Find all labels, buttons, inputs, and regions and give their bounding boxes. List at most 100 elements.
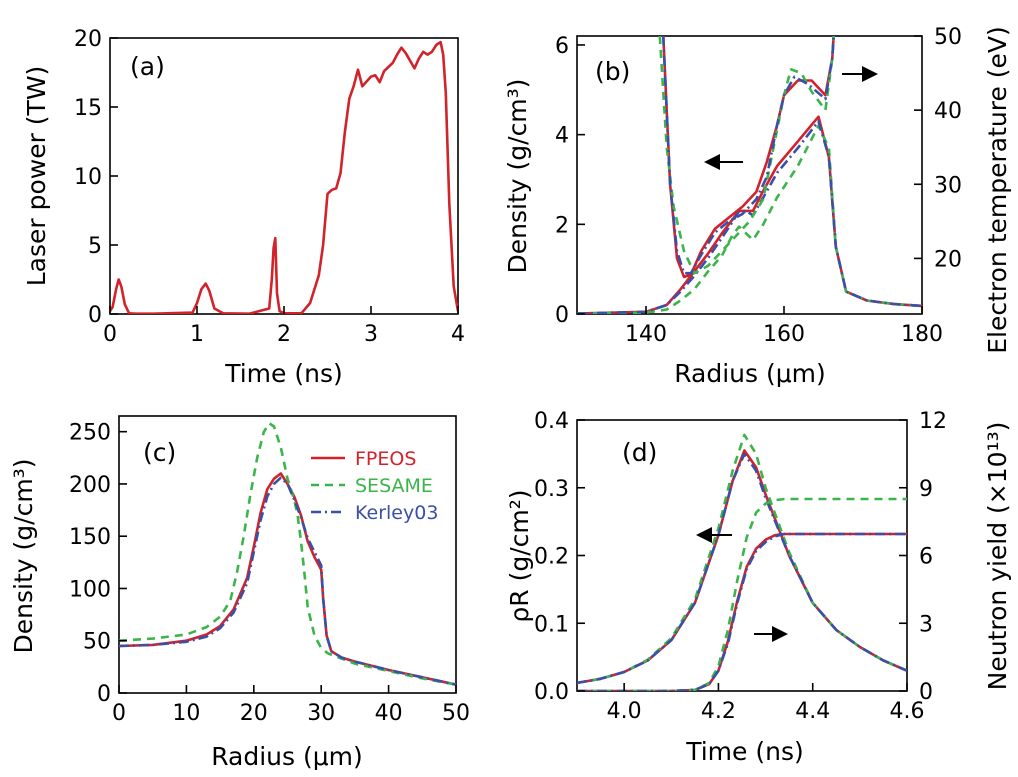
panel-d-series-fpeos-r: [577, 449, 907, 685]
panel-b-frame: [576, 35, 923, 315]
panel-c-legend: FPEOS SESAME Kerley03: [311, 448, 438, 524]
panel-b-y2-tick-label: 50: [934, 25, 962, 50]
panel-b-y-tick-label: 2: [555, 213, 569, 238]
legend-label-kerley03: Kerley03: [355, 502, 438, 524]
panel-d-y-tick-label: 0.3: [534, 477, 569, 502]
panel-d-y2-tick-label: 3: [919, 612, 933, 637]
panel-d-y2-tick-label: 12: [919, 409, 947, 434]
panel-b-y-tick-label: 0: [555, 303, 569, 328]
panel-d-y2-tick-label: 0: [919, 680, 933, 705]
panel-a-y-tick-label: 20: [74, 27, 102, 52]
panel-d-x-tick-label: 4.0: [607, 699, 642, 724]
panel-a-y-tick-label: 10: [74, 165, 102, 190]
panel-d-series-fpeos-neutron-yield: [577, 532, 907, 691]
panel-c-x-tick-label: 0: [112, 701, 126, 726]
panel-c-y-tick-label: 150: [69, 525, 111, 550]
panel-b-series-sesame-density: [577, 124, 922, 314]
panel-c-y-tick-label: 50: [83, 630, 111, 655]
panel-b-y2-axis-title: Electron temperature (eV): [983, 26, 1012, 354]
panel-c-y-tick-label: 200: [69, 473, 111, 498]
panel-b-left-arrow: [704, 154, 743, 170]
panel-a-x-tick-label: 4: [451, 322, 465, 347]
panel-b-series-kerley03-temperature: [662, 36, 835, 275]
panel-c-y-axis-title: Density (g/cm³): [9, 459, 38, 654]
panel-d-y2-tick-label: 9: [919, 477, 933, 502]
panel-c-x-tick-label: 20: [240, 701, 268, 726]
panel-c-y-tick-label: 100: [69, 577, 111, 602]
panel-d-y-axis-title: ρR (g/cm²): [505, 489, 534, 622]
panel-d-series-kerley03-r: [577, 452, 907, 685]
panel-a-y-tick-label: 0: [88, 303, 102, 328]
panel-c-x-axis-title: Radius (μm): [211, 742, 363, 771]
panel-b-x-tick-label: 140: [625, 322, 667, 347]
panel-d-y-tick-label: 0.1: [534, 612, 569, 637]
panel-b-series-sesame-temperature: [658, 36, 835, 275]
panel-a-x-tick-label: 1: [190, 322, 204, 347]
panel-a-x-axis-title: Time (ns): [224, 359, 343, 388]
panel-d-y2-tick-label: 6: [919, 545, 933, 570]
panel-d-x-tick-label: 4.6: [890, 699, 925, 724]
panel-a-y-tick-label: 15: [74, 96, 102, 121]
panel-b-y-ticks: 0 2 4 6: [555, 34, 585, 328]
panel-b-y2-tick-label: 40: [934, 99, 962, 124]
panel-b-series-kerley03-density: [577, 119, 922, 314]
panel-a-plot-area: [110, 40, 458, 314]
panel-d-x-tick-label: 4.2: [701, 699, 736, 724]
panel-d-left-arrow: [696, 527, 732, 543]
panel-c-x-tick-label: 30: [307, 701, 335, 726]
panel-d-label: (d): [622, 438, 657, 467]
panel-b-x-tick-label: 180: [901, 322, 943, 347]
panel-b-y2-tick-label: 30: [934, 173, 962, 198]
panel-b-y-tick-label: 4: [555, 124, 569, 149]
panel-d-x-axis-title: Time (ns): [685, 737, 804, 766]
panel-b-x-axis-title: Radius (μm): [674, 359, 826, 388]
panel-a-x-ticks: 0 1 2 3 4: [103, 306, 465, 347]
panel-b-x-tick-label: 160: [763, 322, 805, 347]
panel-a-y-ticks: 0 5 10 15 20: [74, 27, 118, 328]
panel-d-right-arrow: [754, 626, 788, 642]
panel-c-x-ticks: 0 10 20 30 40 50: [112, 685, 470, 726]
panel-b-y2-ticks: 20 30 40 50: [914, 25, 962, 272]
panel-c-label: (c): [143, 438, 176, 467]
panel-c-x-tick-label: 10: [172, 701, 200, 726]
panel-a-y-tick-label: 5: [88, 234, 102, 259]
panel-b-label: (b): [595, 57, 630, 86]
panel-d-y-tick-label: 0.2: [534, 545, 569, 570]
panel-c-x-tick-label: 40: [375, 701, 403, 726]
panel-a-x-tick-label: 0: [103, 322, 117, 347]
panel-c-series-kerley03: [119, 476, 456, 686]
panel-d-series-sesame-r: [577, 433, 907, 685]
panel-c-y-tick-label: 250: [69, 421, 111, 446]
panel-b-series-fpeos-density: [577, 115, 922, 314]
panel-b-x-ticks: 140 160 180: [625, 306, 943, 347]
panel-b-series-fpeos-temperature: [662, 36, 835, 279]
panel-d-series-sesame-neutron-yield: [577, 497, 907, 691]
panel-a-y-axis-title: Laser power (TW): [22, 66, 51, 287]
panel-c-plot-area: [119, 422, 456, 686]
panel-c-series-sesame: [119, 422, 456, 686]
panel-a-series-laser-power: [110, 40, 458, 314]
panel-d-x-ticks: 4.0 4.2 4.4 4.6: [607, 683, 925, 724]
panel-c-density: 0 10 20 30 40 50 0 50 100 150 200 250 (c) FPEOS SE…: [9, 415, 470, 771]
panel-a-x-tick-label: 2: [277, 322, 291, 347]
panel-a-x-tick-label: 3: [364, 322, 378, 347]
panel-d-plot-area: [577, 433, 907, 691]
panel-d-x-tick-label: 4.4: [795, 699, 830, 724]
panel-d-y-tick-label: 0.4: [534, 409, 569, 434]
panel-c-y-tick-label: 0: [97, 682, 111, 707]
panel-d-y-ticks: 0.0 0.1 0.2 0.3 0.4: [534, 409, 585, 705]
panel-c-frame: [118, 415, 457, 694]
panel-b-y-tick-label: 6: [555, 34, 569, 59]
panel-d-y2-ticks: 0 3 6 9 12: [899, 409, 947, 705]
panel-b-plot-area: [577, 36, 922, 314]
panel-d-series-kerley03-neutron-yield: [577, 532, 907, 691]
panel-c-x-tick-label: 50: [442, 701, 470, 726]
panel-c-y-ticks: 0 50 100 150 200 250: [69, 421, 127, 707]
panel-d-y-tick-label: 0.0: [534, 680, 569, 705]
panel-b-y-axis-title: Density (g/cm³): [503, 79, 532, 274]
panel-d-y2-axis-title: Neutron yield (×10¹³): [983, 422, 1012, 691]
panel-b-right-arrow: [842, 66, 878, 82]
